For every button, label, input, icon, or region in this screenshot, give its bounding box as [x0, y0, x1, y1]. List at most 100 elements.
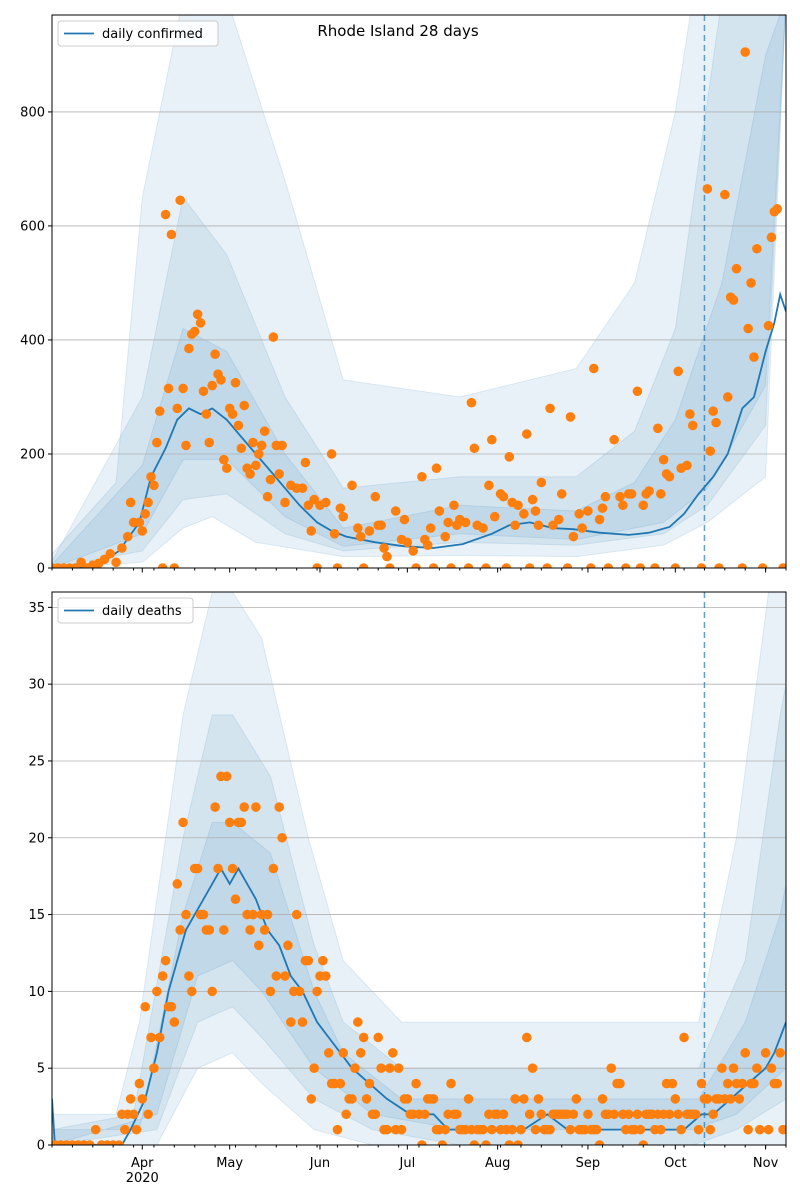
observed-point [425, 523, 436, 533]
observed-point [224, 817, 235, 828]
observed-point [536, 477, 547, 488]
x-tick-label: Jun [309, 1156, 330, 1171]
observed-point [172, 879, 183, 889]
observed-point [294, 986, 305, 997]
observed-point [682, 460, 692, 471]
observed-point [513, 500, 523, 511]
observed-point [347, 480, 357, 491]
observed-point [268, 863, 279, 874]
observed-point [449, 500, 459, 511]
observed-point [778, 1124, 786, 1135]
observed-point [463, 1094, 474, 1104]
observed-point [417, 471, 427, 482]
observed-point [594, 1140, 605, 1145]
observed-point [679, 1032, 689, 1043]
observed-point [498, 1109, 509, 1120]
observed-point [227, 409, 238, 419]
legend: daily confirmed [57, 20, 219, 47]
y-tick-label: 30 [28, 678, 45, 693]
observed-point [163, 383, 174, 394]
observed-point [291, 909, 302, 920]
observed-point [690, 1109, 701, 1120]
observed-point [233, 420, 244, 431]
observed-point [239, 802, 250, 812]
observed-point [606, 1063, 617, 1073]
observed-point [562, 563, 573, 568]
observed-point [361, 1094, 372, 1104]
observed-point [85, 1140, 95, 1145]
plot-area [52, 592, 786, 1145]
model-line [52, 866, 786, 1145]
observed-point [172, 403, 183, 414]
observed-point [603, 563, 614, 568]
observed-point [128, 1109, 139, 1120]
observed-point [306, 526, 317, 536]
observed-point [577, 523, 587, 533]
observed-point [312, 563, 322, 568]
observed-point [152, 437, 162, 448]
plot-area [52, 15, 786, 568]
observed-point [446, 1078, 456, 1089]
observed-point [280, 497, 290, 508]
observed-point [650, 563, 660, 568]
observed-point [498, 491, 509, 502]
observed-point [594, 514, 605, 525]
observed-point [154, 406, 165, 417]
observed-point [728, 1063, 739, 1073]
observed-point [673, 366, 684, 377]
observed-point [216, 375, 226, 385]
observed-point [297, 1017, 308, 1027]
observed-point [178, 383, 188, 394]
observed-point [772, 1078, 783, 1089]
observed-point [149, 1063, 159, 1073]
observed-point [583, 506, 593, 516]
observed-point [105, 548, 116, 559]
observed-point [120, 1124, 130, 1135]
observed-point [743, 323, 753, 334]
observed-point [446, 563, 456, 568]
observed-point [632, 386, 643, 397]
observed-point [210, 802, 220, 812]
observed-point [440, 531, 451, 542]
observed-point [149, 480, 159, 491]
observed-point [332, 1124, 343, 1135]
y-tick-label: 10 [28, 985, 45, 1000]
observed-point [513, 1140, 523, 1145]
observed-point [621, 563, 631, 568]
observed-point [189, 326, 200, 337]
observed-point [734, 1094, 745, 1104]
observed-point [122, 531, 133, 542]
observed-point [236, 817, 247, 828]
observed-point [320, 497, 331, 508]
observed-point [568, 1109, 579, 1120]
observed-point [143, 1109, 153, 1120]
observed-point [618, 500, 628, 511]
legend-box [57, 20, 219, 47]
observed-point [519, 1094, 529, 1104]
observed-point [254, 940, 264, 951]
observed-point [382, 551, 392, 562]
observed-point [775, 1048, 785, 1058]
observed-point [667, 1078, 678, 1089]
observed-point [283, 940, 293, 951]
observed-point [702, 184, 713, 194]
observed-point [160, 955, 171, 966]
observed-point [338, 1048, 349, 1058]
observed-point [265, 474, 276, 485]
observed-point [259, 925, 270, 935]
observed-point [632, 1109, 643, 1120]
observed-point [169, 1017, 180, 1027]
observed-point [370, 491, 381, 502]
observed-point [588, 363, 599, 374]
observed-point [711, 417, 721, 428]
model-line [52, 290, 786, 568]
observed-point [385, 1063, 395, 1073]
observed-point [90, 1124, 101, 1135]
observed-point [230, 377, 241, 388]
observed-point [312, 986, 322, 997]
observed-point [399, 514, 410, 525]
observed-point [370, 1109, 381, 1120]
observed-point [396, 1124, 407, 1135]
observed-point [746, 278, 756, 288]
observed-point [239, 400, 250, 411]
